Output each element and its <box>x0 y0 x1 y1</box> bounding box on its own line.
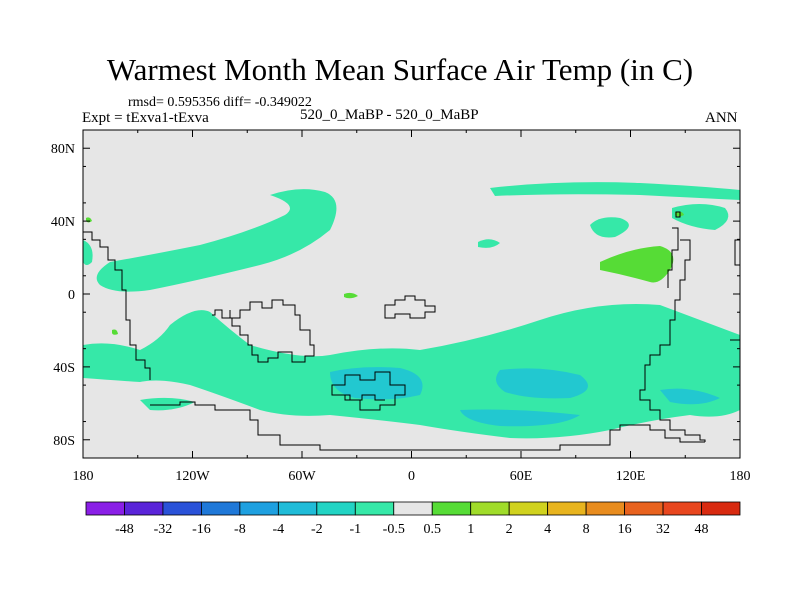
x-tick-label: 120E <box>616 469 646 484</box>
colorbar-label: 8 <box>583 522 590 537</box>
y-tick-label: 80N <box>51 142 75 157</box>
continent-outlines <box>83 211 740 451</box>
colorbar-swatch <box>547 501 587 516</box>
anomaly-region-deep-3 <box>460 409 580 427</box>
colorbar-swatch <box>393 501 433 516</box>
y-tick-label: 80S <box>53 434 75 449</box>
warm-region-small-3 <box>112 329 118 335</box>
x-tick-label: 180 <box>730 469 751 484</box>
season-label: ANN <box>705 110 738 126</box>
colorbar-label: -32 <box>154 522 173 537</box>
anomaly-region-west-edge <box>83 240 93 265</box>
stats-label: rmsd= 0.595356 diff= -0.349022 <box>128 95 312 110</box>
continent-outline-central <box>212 299 315 363</box>
period-label: 520_0_MaBP - 520_0_MaBP <box>300 107 479 123</box>
y-axis: 80N 40N 0 40S 80S <box>51 129 740 459</box>
colorbar-label: -1 <box>349 522 361 537</box>
colorbar-swatch <box>85 501 125 516</box>
colorbar-swatch <box>508 501 549 516</box>
colorbar-swatch <box>354 501 395 516</box>
colorbar: -48 -32 -16 -8 -4 -2 -1 -0.5 0.5 1 2 4 8 16 32 48 <box>85 501 741 537</box>
x-tick-label: 60E <box>510 469 533 484</box>
colorbar-swatch <box>624 501 664 516</box>
colorbar-swatch <box>162 501 202 516</box>
anomaly-region-south-polar <box>140 397 195 411</box>
colorbar-label: -48 <box>115 522 134 537</box>
x-tick-label: 120W <box>175 469 210 484</box>
continent-outline-equator <box>384 295 436 319</box>
continent-outline-inner-2 <box>340 394 385 401</box>
colorbar-swatch <box>124 501 164 516</box>
anomaly-region-small-1 <box>478 239 500 248</box>
colorbar-label: 1 <box>467 522 474 537</box>
continent-outline-east <box>639 239 740 442</box>
colorbar-label: -0.5 <box>383 522 405 537</box>
x-axis: 180 120W 60W 0 60E 120E 180 <box>73 130 751 484</box>
colorbar-label: -16 <box>192 522 211 537</box>
y-tick-label: 40S <box>53 361 75 376</box>
x-tick-label: 60W <box>288 469 316 484</box>
colorbar-label: 32 <box>656 522 670 537</box>
colorbar-label: -8 <box>234 522 246 537</box>
colorbar-swatch <box>585 501 625 516</box>
anomaly-region-deep-2 <box>496 368 588 399</box>
colorbar-swatch <box>431 501 472 516</box>
colorbar-swatch <box>701 501 741 516</box>
anomaly-region-northeast <box>590 217 629 238</box>
colorbar-label: -4 <box>273 522 285 537</box>
anomaly-region-deep-4 <box>660 388 720 405</box>
x-tick-label: 180 <box>73 469 94 484</box>
colorbar-label: 0.5 <box>423 522 441 537</box>
colorbar-swatch <box>662 501 702 516</box>
y-tick-label: 40N <box>51 215 75 230</box>
continent-outline-south <box>150 401 705 451</box>
colorbar-label: 16 <box>618 522 632 537</box>
anomaly-region-east-high <box>672 204 729 230</box>
x-tick-label: 0 <box>408 469 415 484</box>
anomaly-region-northern <box>96 189 337 292</box>
warm-region-small-1 <box>344 292 358 299</box>
continent-outline-west <box>83 231 151 380</box>
colorbar-label: 48 <box>695 522 709 537</box>
colorbar-label: 2 <box>506 522 513 537</box>
continent-outline-northeast <box>667 211 681 288</box>
colorbar-swatch <box>316 501 356 516</box>
colorbar-swatch <box>201 501 241 516</box>
anomaly-region-southern-band <box>83 304 740 439</box>
colorbar-label: 4 <box>544 522 551 537</box>
colorbar-swatch <box>239 501 279 516</box>
colorbar-swatch <box>277 501 318 516</box>
y-tick-label: 0 <box>68 288 75 303</box>
anomaly-region-north-atlantic <box>490 182 740 200</box>
colorbar-swatch <box>470 501 510 516</box>
chart-title: Warmest Month Mean Surface Air Temp (in … <box>106 52 694 87</box>
experiment-label: Expt = tExva1-tExva <box>82 110 209 126</box>
warm-region-northeast <box>600 246 674 283</box>
colorbar-label: -2 <box>311 522 323 537</box>
